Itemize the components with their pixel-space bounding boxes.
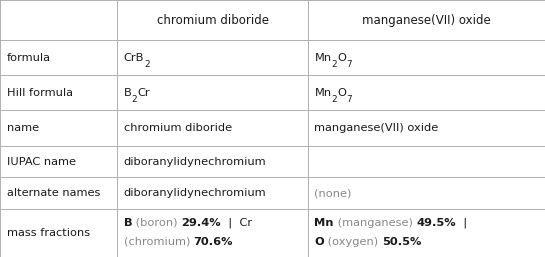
- Text: chromium diboride: chromium diboride: [124, 123, 232, 133]
- Text: O: O: [337, 88, 346, 98]
- Text: IUPAC name: IUPAC name: [7, 157, 76, 167]
- Text: Mn: Mn: [314, 88, 331, 98]
- Text: Hill formula: Hill formula: [7, 88, 72, 98]
- Text: manganese(VII) oxide: manganese(VII) oxide: [362, 14, 491, 26]
- Text: 70.6%: 70.6%: [193, 237, 233, 247]
- Text: name: name: [7, 123, 39, 133]
- Text: mass fractions: mass fractions: [7, 228, 90, 238]
- Text: 2: 2: [331, 95, 337, 104]
- Text: manganese(VII) oxide: manganese(VII) oxide: [314, 123, 439, 133]
- Text: |: |: [456, 217, 468, 228]
- Text: chromium diboride: chromium diboride: [156, 14, 269, 26]
- Text: O: O: [314, 237, 324, 247]
- Text: Cr: Cr: [137, 88, 150, 98]
- Text: 49.5%: 49.5%: [416, 218, 456, 228]
- Text: 2: 2: [331, 60, 337, 69]
- Text: (chromium): (chromium): [124, 237, 193, 247]
- Text: 7: 7: [346, 60, 352, 69]
- Text: (none): (none): [314, 188, 352, 198]
- Text: 2: 2: [144, 60, 150, 69]
- Text: 7: 7: [346, 95, 352, 104]
- Text: O: O: [337, 53, 346, 63]
- Text: formula: formula: [7, 53, 51, 63]
- Text: 2: 2: [131, 95, 137, 104]
- Text: 29.4%: 29.4%: [181, 218, 221, 228]
- Text: |  Cr: | Cr: [221, 217, 252, 228]
- Text: B: B: [124, 218, 132, 228]
- Text: Mn: Mn: [314, 53, 331, 63]
- Text: diboranylidynechromium: diboranylidynechromium: [124, 188, 267, 198]
- Text: B: B: [124, 88, 131, 98]
- Text: 50.5%: 50.5%: [382, 237, 421, 247]
- Text: diboranylidynechromium: diboranylidynechromium: [124, 157, 267, 167]
- Text: CrB: CrB: [124, 53, 144, 63]
- Text: (manganese): (manganese): [334, 218, 416, 228]
- Text: (oxygen): (oxygen): [324, 237, 382, 247]
- Text: Mn: Mn: [314, 218, 334, 228]
- Text: alternate names: alternate names: [7, 188, 100, 198]
- Text: (boron): (boron): [132, 218, 181, 228]
